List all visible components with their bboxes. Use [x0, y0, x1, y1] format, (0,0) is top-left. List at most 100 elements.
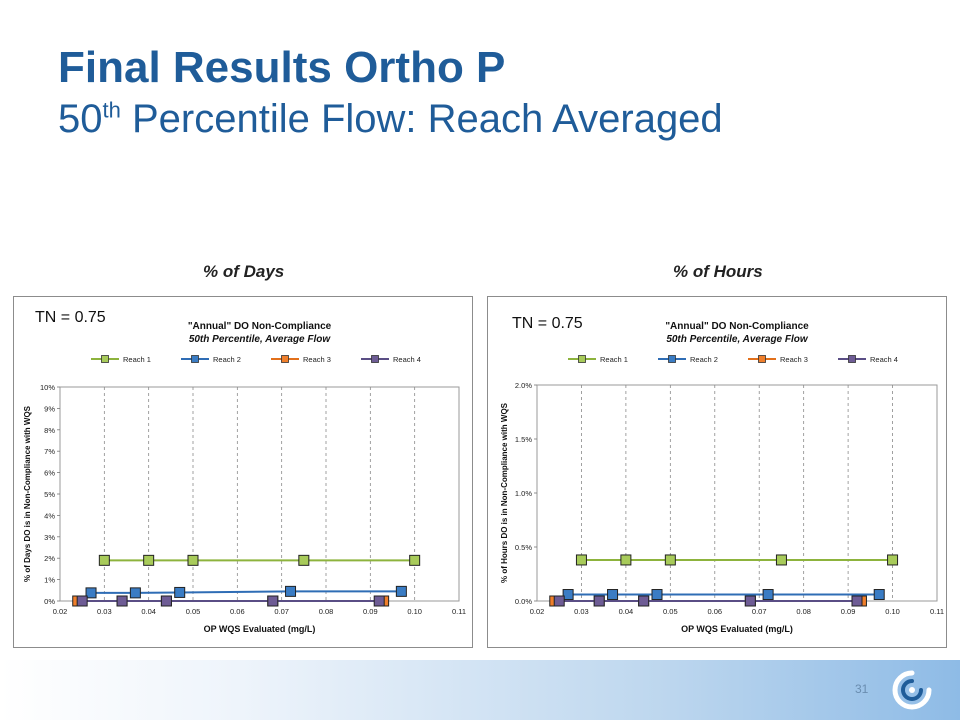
chart-hours: "Annual" DO Non-Compliance 50th Percentil…	[500, 321, 944, 634]
data-point	[664, 554, 676, 566]
data-point	[98, 554, 110, 566]
x-tick-label: 0.07	[752, 607, 767, 616]
data-point	[651, 589, 663, 601]
data-point	[607, 589, 619, 601]
y-tick-label: 0.5%	[515, 543, 532, 552]
data-point	[553, 595, 565, 607]
data-point	[873, 589, 885, 601]
subtitle-prefix: 50	[58, 97, 103, 141]
footer-band	[0, 660, 960, 720]
panel-label-hours: % of Hours	[673, 262, 763, 281]
slide-title-block: Final Results Ortho P 50th Percentile Fl…	[58, 42, 723, 144]
data-point	[285, 585, 297, 597]
chart-title-line2: 50th Percentile, Average Flow	[666, 334, 809, 345]
data-point	[562, 589, 574, 601]
data-point	[85, 587, 97, 599]
slide-title: Final Results Ortho P	[58, 43, 506, 92]
x-tick-label: 0.08	[796, 607, 811, 616]
subtitle-superscript: th	[102, 97, 121, 123]
x-tick-label: 0.02	[530, 607, 545, 616]
x-tick-label: 0.05	[663, 607, 678, 616]
data-point	[129, 587, 141, 599]
x-tick-label: 0.11	[452, 607, 466, 616]
slide-subtitle: 50th Percentile Flow: Reach Averaged	[58, 94, 723, 144]
x-axis-label: OP WQS Evaluated (mg/L)	[681, 624, 793, 634]
y-tick-label: 1%	[44, 576, 55, 585]
legend-marker	[848, 355, 856, 363]
legend-marker	[281, 355, 289, 363]
legend-marker	[191, 355, 199, 363]
x-tick-label: 0.06	[230, 607, 245, 616]
chart-panel-days: "Annual" DO Non-Compliance 50th Percentil…	[13, 296, 473, 648]
x-tick-label: 0.09	[841, 607, 856, 616]
legend-label: Reach 3	[303, 355, 331, 364]
data-point	[187, 554, 199, 566]
tn-annotation-days: TN = 0.75	[35, 309, 106, 326]
data-point	[267, 595, 279, 607]
data-point	[575, 554, 587, 566]
data-point	[395, 585, 407, 597]
data-point	[762, 589, 774, 601]
x-tick-label: 0.07	[274, 607, 289, 616]
y-axis-label: % of Days DO is in Non-Compliance with W…	[23, 405, 32, 582]
y-tick-label: 1.5%	[515, 435, 532, 444]
legend-marker	[371, 355, 379, 363]
legend-label: Reach 3	[780, 355, 808, 364]
data-point	[638, 595, 650, 607]
page-number: 31	[855, 682, 869, 696]
chart-title-line2: 50th Percentile, Average Flow	[189, 334, 332, 345]
x-tick-label: 0.03	[97, 607, 112, 616]
legend-marker	[758, 355, 766, 363]
legend-label: Reach 1	[123, 355, 151, 364]
y-tick-label: 0.0%	[515, 597, 532, 606]
chart-title-line1: "Annual" DO Non-Compliance	[665, 321, 809, 332]
data-point	[775, 554, 787, 566]
data-point	[76, 595, 88, 607]
y-tick-label: 2.0%	[515, 381, 532, 390]
subtitle-text: Percentile Flow: Reach Averaged	[120, 97, 723, 141]
y-tick-label: 9%	[44, 404, 55, 413]
legend-label: Reach 4	[870, 355, 898, 364]
data-point	[174, 586, 186, 598]
legend-marker	[668, 355, 676, 363]
y-tick-label: 5%	[44, 490, 55, 499]
plot-area	[59, 386, 460, 602]
y-tick-label: 10%	[40, 383, 55, 392]
data-point	[116, 595, 128, 607]
tn-annotation-hours: TN = 0.75	[512, 315, 583, 332]
y-axis-label: % of Hours DO is in Non-Compliance with …	[500, 402, 509, 583]
data-point	[373, 595, 385, 607]
data-point	[298, 554, 310, 566]
legend-label: Reach 2	[213, 355, 241, 364]
x-tick-label: 0.11	[930, 607, 944, 616]
legend-marker	[101, 355, 109, 363]
data-point	[851, 595, 863, 607]
chart-title-line1: "Annual" DO Non-Compliance	[188, 321, 332, 332]
y-tick-label: 0%	[44, 597, 55, 606]
plot-area	[536, 384, 938, 602]
data-point	[160, 595, 172, 607]
y-tick-label: 7%	[44, 447, 55, 456]
chart-days: "Annual" DO Non-Compliance 50th Percentil…	[23, 321, 466, 634]
data-point	[143, 554, 155, 566]
x-tick-label: 0.06	[707, 607, 722, 616]
x-tick-label: 0.10	[885, 607, 900, 616]
data-point	[744, 595, 756, 607]
x-axis-label: OP WQS Evaluated (mg/L)	[204, 624, 316, 634]
legend-label: Reach 4	[393, 355, 421, 364]
data-point	[887, 554, 899, 566]
logo-icon	[892, 670, 932, 710]
legend-label: Reach 1	[600, 355, 628, 364]
data-point	[620, 554, 632, 566]
y-tick-label: 6%	[44, 469, 55, 478]
x-tick-label: 0.03	[574, 607, 589, 616]
x-tick-label: 0.04	[141, 607, 156, 616]
y-tick-label: 8%	[44, 426, 55, 435]
panel-label-days: % of Days	[203, 262, 285, 281]
legend-label: Reach 2	[690, 355, 718, 364]
data-point	[409, 554, 421, 566]
x-tick-label: 0.08	[319, 607, 334, 616]
data-point	[593, 595, 605, 607]
x-tick-label: 0.02	[53, 607, 68, 616]
y-tick-label: 3%	[44, 533, 55, 542]
